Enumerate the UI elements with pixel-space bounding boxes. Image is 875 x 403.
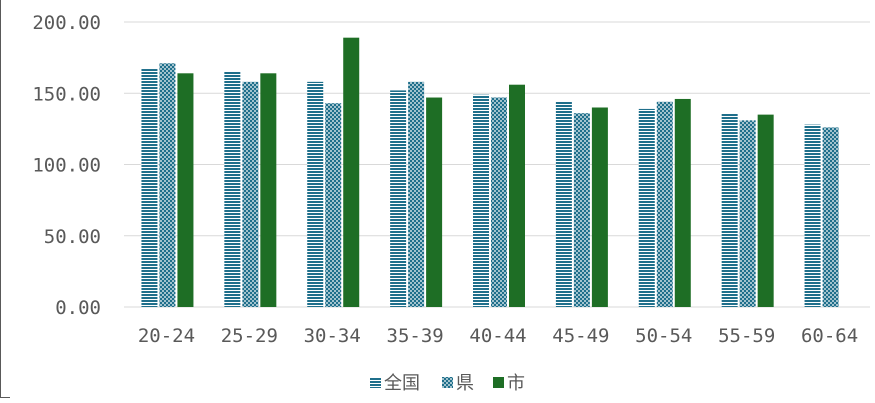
chart-frame-left-edge: [0, 0, 1, 398]
bars: [141, 38, 838, 307]
bar-全国-60-64: [805, 125, 821, 307]
y-tick-label: 50.00: [44, 226, 101, 248]
bar-市-40-44: [509, 85, 525, 307]
x-tick-label: 40-44: [469, 325, 526, 347]
bar-県-25-29: [242, 82, 258, 307]
bar-全国-35-39: [390, 90, 406, 307]
bar-県-40-44: [491, 98, 507, 307]
bar-全国-20-24: [141, 69, 157, 307]
bar-市-25-29: [260, 73, 276, 307]
x-axis-tick-labels: 20-24 25-29 30-34 35-39 40-44 45-49 50-54 55-59…: [138, 325, 858, 347]
y-tick-label: 100.00: [32, 155, 101, 177]
y-axis-tick-labels: 0.00 50.00 100.00 150.00 200.00: [32, 12, 101, 319]
y-tick-label: 200.00: [32, 12, 101, 34]
bar-県-45-49: [574, 113, 590, 307]
legend-swatch: [370, 377, 381, 388]
bar-全国-25-29: [224, 72, 240, 307]
bar-県-20-24: [159, 63, 175, 307]
bar-県-55-59: [740, 120, 756, 307]
x-tick-label: 25-29: [221, 325, 278, 347]
x-tick-label: 30-34: [304, 325, 361, 347]
x-tick-label: 45-49: [552, 325, 609, 347]
bar-県-35-39: [408, 82, 424, 307]
legend: 全国 県 市: [370, 373, 525, 394]
legend-label: 市: [507, 373, 525, 394]
bar-全国-40-44: [473, 95, 489, 307]
bar-市-35-39: [426, 98, 442, 307]
legend-swatch: [442, 377, 453, 388]
bar-市-55-59: [758, 115, 774, 307]
bar-市-30-34: [343, 38, 359, 307]
bar-県-60-64: [823, 127, 839, 307]
legend-label: 全国: [384, 373, 420, 394]
bar-全国-30-34: [307, 82, 323, 307]
bar-県-50-54: [657, 102, 673, 307]
bar-全国-55-59: [722, 113, 738, 307]
y-tick-label: 0.00: [55, 297, 101, 319]
x-tick-label: 35-39: [387, 325, 444, 347]
bar-全国-50-54: [639, 109, 655, 307]
x-tick-label: 20-24: [138, 325, 195, 347]
bar-市-20-24: [177, 73, 193, 307]
x-tick-label: 60-64: [801, 325, 858, 347]
x-tick-label: 55-59: [718, 325, 775, 347]
bar-市-45-49: [592, 108, 608, 308]
bar-県-30-34: [325, 103, 341, 307]
bar-全国-45-49: [556, 102, 572, 307]
bar-市-50-54: [675, 99, 691, 307]
x-tick-label: 50-54: [635, 325, 692, 347]
y-tick-label: 150.00: [32, 83, 101, 105]
legend-label: 県: [456, 373, 474, 394]
legend-swatch: [493, 377, 504, 388]
